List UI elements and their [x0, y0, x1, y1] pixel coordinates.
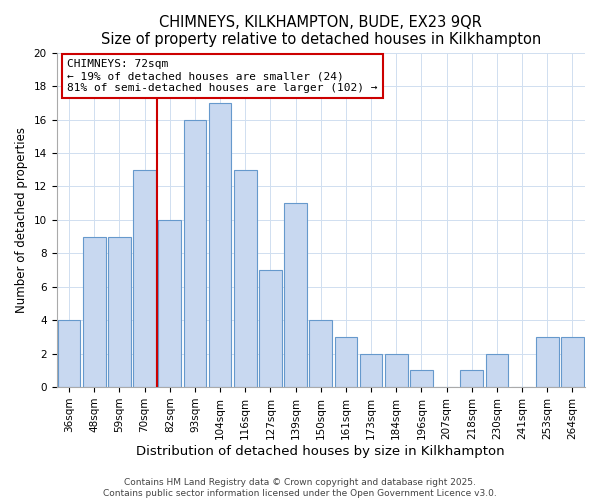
Bar: [184, 120, 206, 387]
Bar: [284, 203, 307, 387]
Bar: [536, 337, 559, 387]
X-axis label: Distribution of detached houses by size in Kilkhampton: Distribution of detached houses by size …: [136, 444, 505, 458]
Bar: [133, 170, 156, 387]
Bar: [58, 320, 80, 387]
Text: CHIMNEYS: 72sqm
← 19% of detached houses are smaller (24)
81% of semi-detached h: CHIMNEYS: 72sqm ← 19% of detached houses…: [67, 60, 377, 92]
Bar: [460, 370, 483, 387]
Bar: [83, 236, 106, 387]
Bar: [385, 354, 407, 387]
Bar: [485, 354, 508, 387]
Bar: [209, 103, 232, 387]
Bar: [410, 370, 433, 387]
Y-axis label: Number of detached properties: Number of detached properties: [15, 127, 28, 313]
Text: Contains HM Land Registry data © Crown copyright and database right 2025.
Contai: Contains HM Land Registry data © Crown c…: [103, 478, 497, 498]
Bar: [108, 236, 131, 387]
Bar: [335, 337, 357, 387]
Bar: [259, 270, 282, 387]
Bar: [561, 337, 584, 387]
Bar: [234, 170, 257, 387]
Bar: [310, 320, 332, 387]
Bar: [360, 354, 382, 387]
Title: CHIMNEYS, KILKHAMPTON, BUDE, EX23 9QR
Size of property relative to detached hous: CHIMNEYS, KILKHAMPTON, BUDE, EX23 9QR Si…: [101, 15, 541, 48]
Bar: [158, 220, 181, 387]
